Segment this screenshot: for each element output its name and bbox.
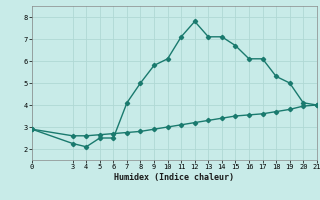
X-axis label: Humidex (Indice chaleur): Humidex (Indice chaleur) (115, 173, 234, 182)
